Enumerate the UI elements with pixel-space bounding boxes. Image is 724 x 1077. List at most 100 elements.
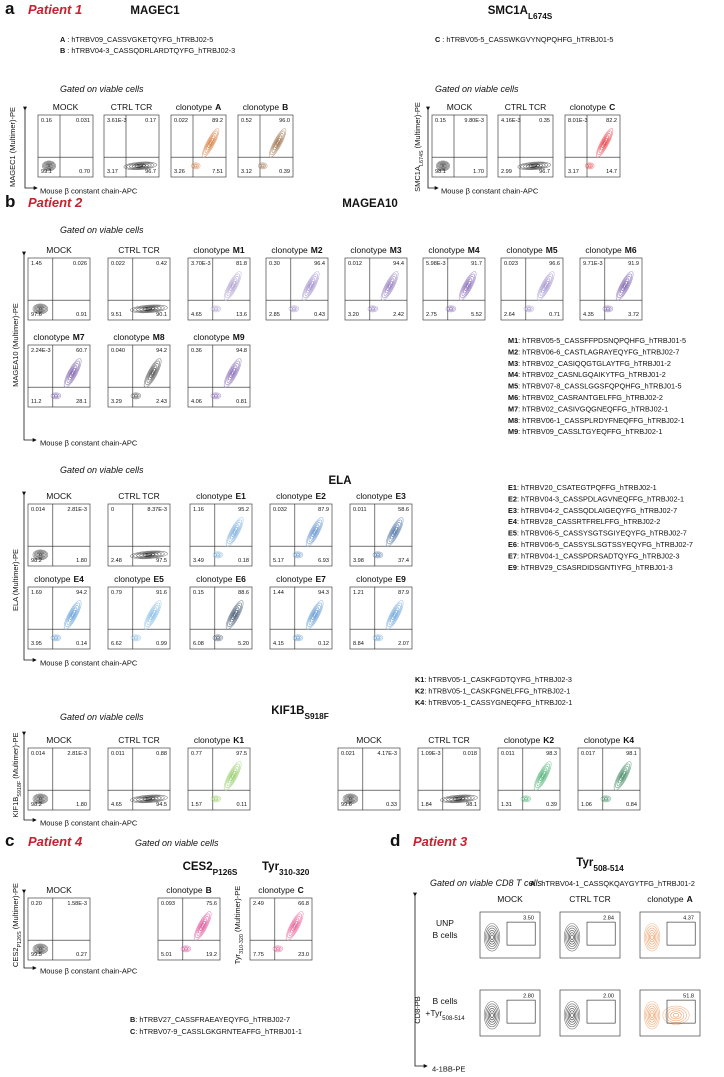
plot-title: CTRL TCR [118, 491, 160, 501]
block-title-part: KIF1B [271, 705, 304, 717]
quadrant-value: 97.5 [236, 751, 247, 757]
plot-title-part: CTRL TCR [505, 102, 547, 112]
quadrant-value: 1.45 [31, 261, 42, 267]
row-label-part: UNP [436, 918, 454, 928]
contour [345, 795, 356, 803]
contour [258, 162, 268, 170]
plot-title-part: B [282, 102, 288, 112]
contour [145, 602, 161, 628]
block-title: Tyr310-320 [262, 861, 310, 877]
legend-entry-part: : hTRBV29_CSASRDIDSGNTIYFG_hTRBJ01-3 [517, 563, 673, 572]
y-axis-label-part: (Multimer)-PE [8, 107, 17, 155]
contour [50, 634, 62, 642]
row-label-part: +Tyr [425, 1008, 442, 1018]
plot-title: MOCK [46, 245, 72, 255]
contour [225, 360, 241, 386]
contour [69, 609, 76, 620]
quadrant-value: 2.24E-3 [31, 348, 51, 354]
legend-entry: M4: hTRBV02_CASNLGQAIKYTFG_hTRBJ01-2 [508, 370, 666, 379]
contour [136, 305, 162, 312]
contour [449, 796, 469, 802]
block-title-part: ELA [329, 475, 352, 487]
block-title: SMC1AL674S [488, 5, 553, 21]
contour [208, 140, 213, 146]
contour [206, 135, 216, 151]
legend-entry: M6: hTRBV02_CASRANTGELFFG_hTRBJ02-2 [508, 393, 663, 402]
contour [142, 307, 156, 311]
contour [643, 923, 661, 952]
plot-title-part: clonotype [350, 245, 387, 255]
contour [486, 1005, 498, 1025]
legend-entry-part: : hTRBV04-1_CASSPDRSADTQYFG_hTRBJ02-3 [517, 551, 680, 560]
plot-title-part: MOCK [447, 102, 473, 112]
quadrant-value: 0.021 [341, 751, 355, 757]
contour [490, 1012, 494, 1018]
legend-entry: K4: hTRBV05-1_CASSYGNEQFFG_hTRBJ02-1 [415, 698, 572, 707]
quadrant-value: 3.70E-3 [191, 261, 211, 267]
quadrant-value: 91.7 [471, 261, 482, 267]
plot-title-part: E6 [235, 574, 246, 584]
contour [270, 130, 285, 156]
contour [526, 307, 531, 311]
contour [228, 768, 238, 784]
contour [523, 162, 546, 169]
contour [380, 271, 399, 301]
quadrant-value: 0.011 [353, 507, 367, 513]
quadrant-value: 0.79 [111, 590, 122, 596]
contour [288, 305, 300, 313]
contour [32, 549, 49, 561]
plot-title-part: CTRL TCR [428, 735, 470, 745]
row-label: +Tyr508-514 [425, 1008, 465, 1022]
quadrant-value: 3.61E-3 [107, 118, 127, 124]
contour [182, 946, 190, 952]
plot-title-part: clonotype [113, 332, 150, 342]
plot-title-part: M8 [153, 332, 165, 342]
contour [523, 797, 528, 801]
quadrant-value: 0.20 [31, 901, 42, 907]
plot-title-part: E3 [395, 491, 406, 501]
quadrant-value: 98.1 [626, 751, 637, 757]
axis-arrow [22, 889, 37, 970]
quadrant-value: 97.6 [31, 312, 42, 318]
contour [490, 934, 494, 940]
plot-title: clonotype M3 [350, 245, 401, 255]
legend-entry-part: : hTRBV05-1_CASKFGNELFFG_hTRBJ02-1 [424, 686, 570, 695]
contour [465, 283, 470, 289]
plot-title-part: clonotype [570, 102, 607, 112]
contour [539, 276, 552, 296]
plot-title: CTRL TCR [118, 735, 160, 745]
plot-frame [189, 503, 253, 567]
legend-entry-part: M8 [508, 416, 518, 425]
contour [567, 1008, 577, 1023]
contour [602, 305, 614, 313]
quadrant-value: 0.42 [156, 261, 167, 267]
quadrant-value: 2.75 [426, 312, 437, 318]
quadrant-value: 14.7 [606, 169, 617, 175]
quadrant-value: 0.012 [348, 261, 362, 267]
contour [38, 947, 42, 950]
legend-entry: K1: hTRBV05-1_CASKFGDTQYFG_hTRBJ02-3 [415, 675, 572, 684]
contour [391, 526, 398, 537]
contour [70, 370, 75, 376]
legend-entry-part: : hTRBV06-1_CASSPLRDYFNEQFFG_hTRBJ02-1 [518, 416, 684, 425]
contour [307, 519, 323, 545]
gate-value: 3.50 [523, 915, 534, 921]
plot-title: clonotype M5 [506, 245, 557, 255]
contour [619, 770, 626, 781]
panel-letter: b [5, 192, 15, 211]
y-axis-label-part: 310-320 [239, 934, 245, 954]
contour [342, 793, 359, 805]
contour [292, 634, 304, 642]
legend-entry-part: : hTRBV04-3_CASSQDRLARDTQYFG_hTRBJ02-3 [65, 46, 235, 55]
contour [196, 916, 209, 936]
quadrant-value: 1.21 [353, 590, 364, 596]
legend-entry-part: : hTRBV28_CASSRTFRELFFG_hTRBJ02-2 [517, 517, 660, 526]
patient-label: Patient 2 [28, 195, 83, 210]
quadrant-value: 1.16 [193, 507, 204, 513]
legend-entry-part: : hTRBV09_CASSLTGYEQFFG_hTRBJ02-1 [518, 427, 662, 436]
contour [311, 526, 318, 537]
plot-title: clonotype E2 [276, 491, 326, 501]
plot-frame [577, 747, 641, 811]
block-title: Tyr508-514 [576, 857, 624, 873]
